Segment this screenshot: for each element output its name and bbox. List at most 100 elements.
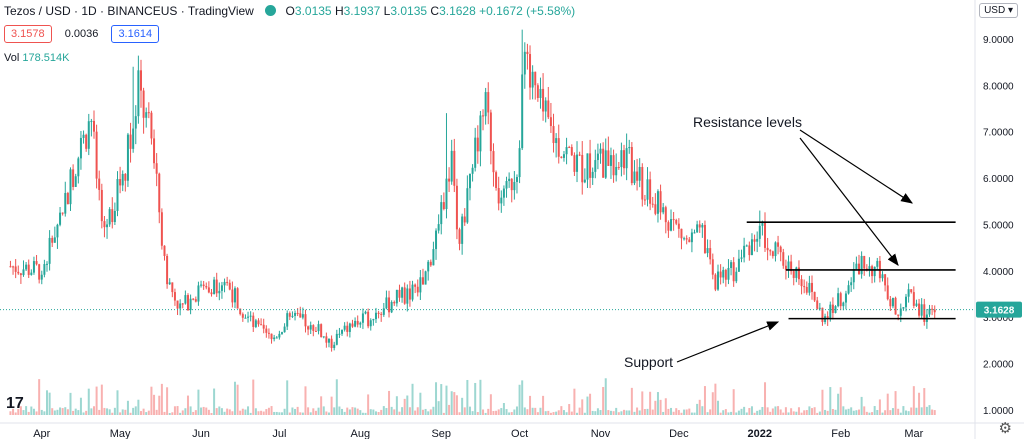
volume-bar <box>811 408 814 415</box>
volume-bar <box>299 412 302 415</box>
volume-bar <box>730 411 733 415</box>
sell-price-pill[interactable]: 3.1578 <box>4 25 52 43</box>
volume-bar <box>897 408 900 415</box>
volume-bar <box>236 384 239 415</box>
volume-bar <box>931 409 934 415</box>
volume-bar <box>22 410 25 415</box>
candle-body <box>797 267 800 280</box>
volume-bar <box>270 406 273 415</box>
candle-body <box>294 312 297 316</box>
volume-bar <box>301 412 304 415</box>
volume-bar <box>750 406 753 415</box>
volume-bar <box>907 411 910 415</box>
symbol-label[interactable]: Tezos / USD · 1D · BINANCEUS · TradingVi… <box>4 4 254 18</box>
volume-bar <box>38 379 41 415</box>
candle-body <box>56 224 59 238</box>
volume-bar <box>667 408 670 415</box>
x-tick-label: Oct <box>511 428 528 439</box>
volume-bar <box>398 411 401 415</box>
volume-bar <box>604 378 607 415</box>
volume-bar <box>735 412 738 415</box>
candle-body <box>599 148 602 154</box>
candle-body <box>722 269 725 278</box>
volume-bar <box>591 410 594 415</box>
volume-bar <box>628 410 631 415</box>
volume-legend: Vol 178.514K <box>4 52 69 64</box>
candle-body <box>474 137 477 168</box>
candle-body <box>855 263 858 270</box>
volume-bar <box>179 412 182 415</box>
x-tick-label: Dec <box>669 428 689 439</box>
volume-bar <box>615 407 618 415</box>
candle-body <box>808 282 811 293</box>
volume-bar <box>95 386 98 415</box>
y-tick-label: 5.0000 <box>983 220 1014 231</box>
candle-body <box>521 74 524 149</box>
volume-bar <box>847 408 850 415</box>
candle-body <box>831 304 834 313</box>
candle-body <box>145 112 148 118</box>
candle-body <box>852 269 855 283</box>
volume-bar <box>48 392 51 415</box>
quote-pills: 3.1578 0.0036 3.1614 <box>4 25 163 43</box>
volume-bar <box>698 399 701 415</box>
candle-body <box>743 245 746 258</box>
candle-body <box>184 295 187 304</box>
volume-bar <box>377 412 380 415</box>
candle-body <box>132 128 135 149</box>
candle-body <box>142 90 145 118</box>
volume-bar <box>923 388 926 415</box>
candle-body <box>771 251 774 257</box>
volume-bar <box>855 410 858 415</box>
candle-body <box>455 185 458 230</box>
candle-body <box>664 207 667 223</box>
settings-gear-icon[interactable]: ⚙ <box>998 420 1012 437</box>
volume-bar <box>380 409 383 415</box>
tradingview-logo[interactable]: 17 <box>6 395 24 412</box>
volume-bar <box>764 382 767 415</box>
volume-bar <box>662 411 665 415</box>
volume-bar <box>761 407 764 415</box>
volume-bar <box>837 393 840 415</box>
volume-bar <box>891 408 894 415</box>
resistance-annotation: Resistance levels <box>693 114 802 130</box>
volume-bar <box>87 388 90 415</box>
candle-body <box>730 262 733 268</box>
currency-selector[interactable]: USD ▾ <box>979 3 1018 18</box>
candle-body <box>421 277 424 285</box>
candle-body <box>523 51 526 75</box>
candle-body <box>839 293 842 307</box>
volume-bar <box>570 411 573 415</box>
candle-body <box>64 192 67 214</box>
candle-body <box>103 221 106 228</box>
buy-price-pill[interactable]: 3.1614 <box>111 25 160 43</box>
candle-body <box>479 115 482 152</box>
volume-bar <box>696 403 699 415</box>
candle-body <box>693 232 696 234</box>
candle-body <box>899 308 902 316</box>
volume-bar <box>424 408 427 415</box>
volume-bar <box>267 407 270 415</box>
candle-body <box>905 296 908 308</box>
candle-body <box>262 324 265 329</box>
volume-bar <box>918 392 921 415</box>
candle-body <box>113 210 116 223</box>
candle-body <box>173 292 176 301</box>
volume-bar <box>842 406 845 415</box>
candle-body <box>380 313 383 315</box>
candle-body <box>795 267 798 278</box>
volume-bar <box>327 412 330 415</box>
candle-body <box>818 307 821 309</box>
x-tick-label: Nov <box>591 428 611 439</box>
volume-bar <box>223 411 226 415</box>
volume-bar <box>680 412 683 415</box>
volume-bar <box>688 408 691 415</box>
volume-bar <box>492 411 495 415</box>
volume-bar <box>421 409 424 415</box>
candle-body <box>205 286 208 288</box>
volume-bar <box>659 399 662 415</box>
volume-label: Vol <box>4 52 20 64</box>
candle-body <box>484 92 487 117</box>
